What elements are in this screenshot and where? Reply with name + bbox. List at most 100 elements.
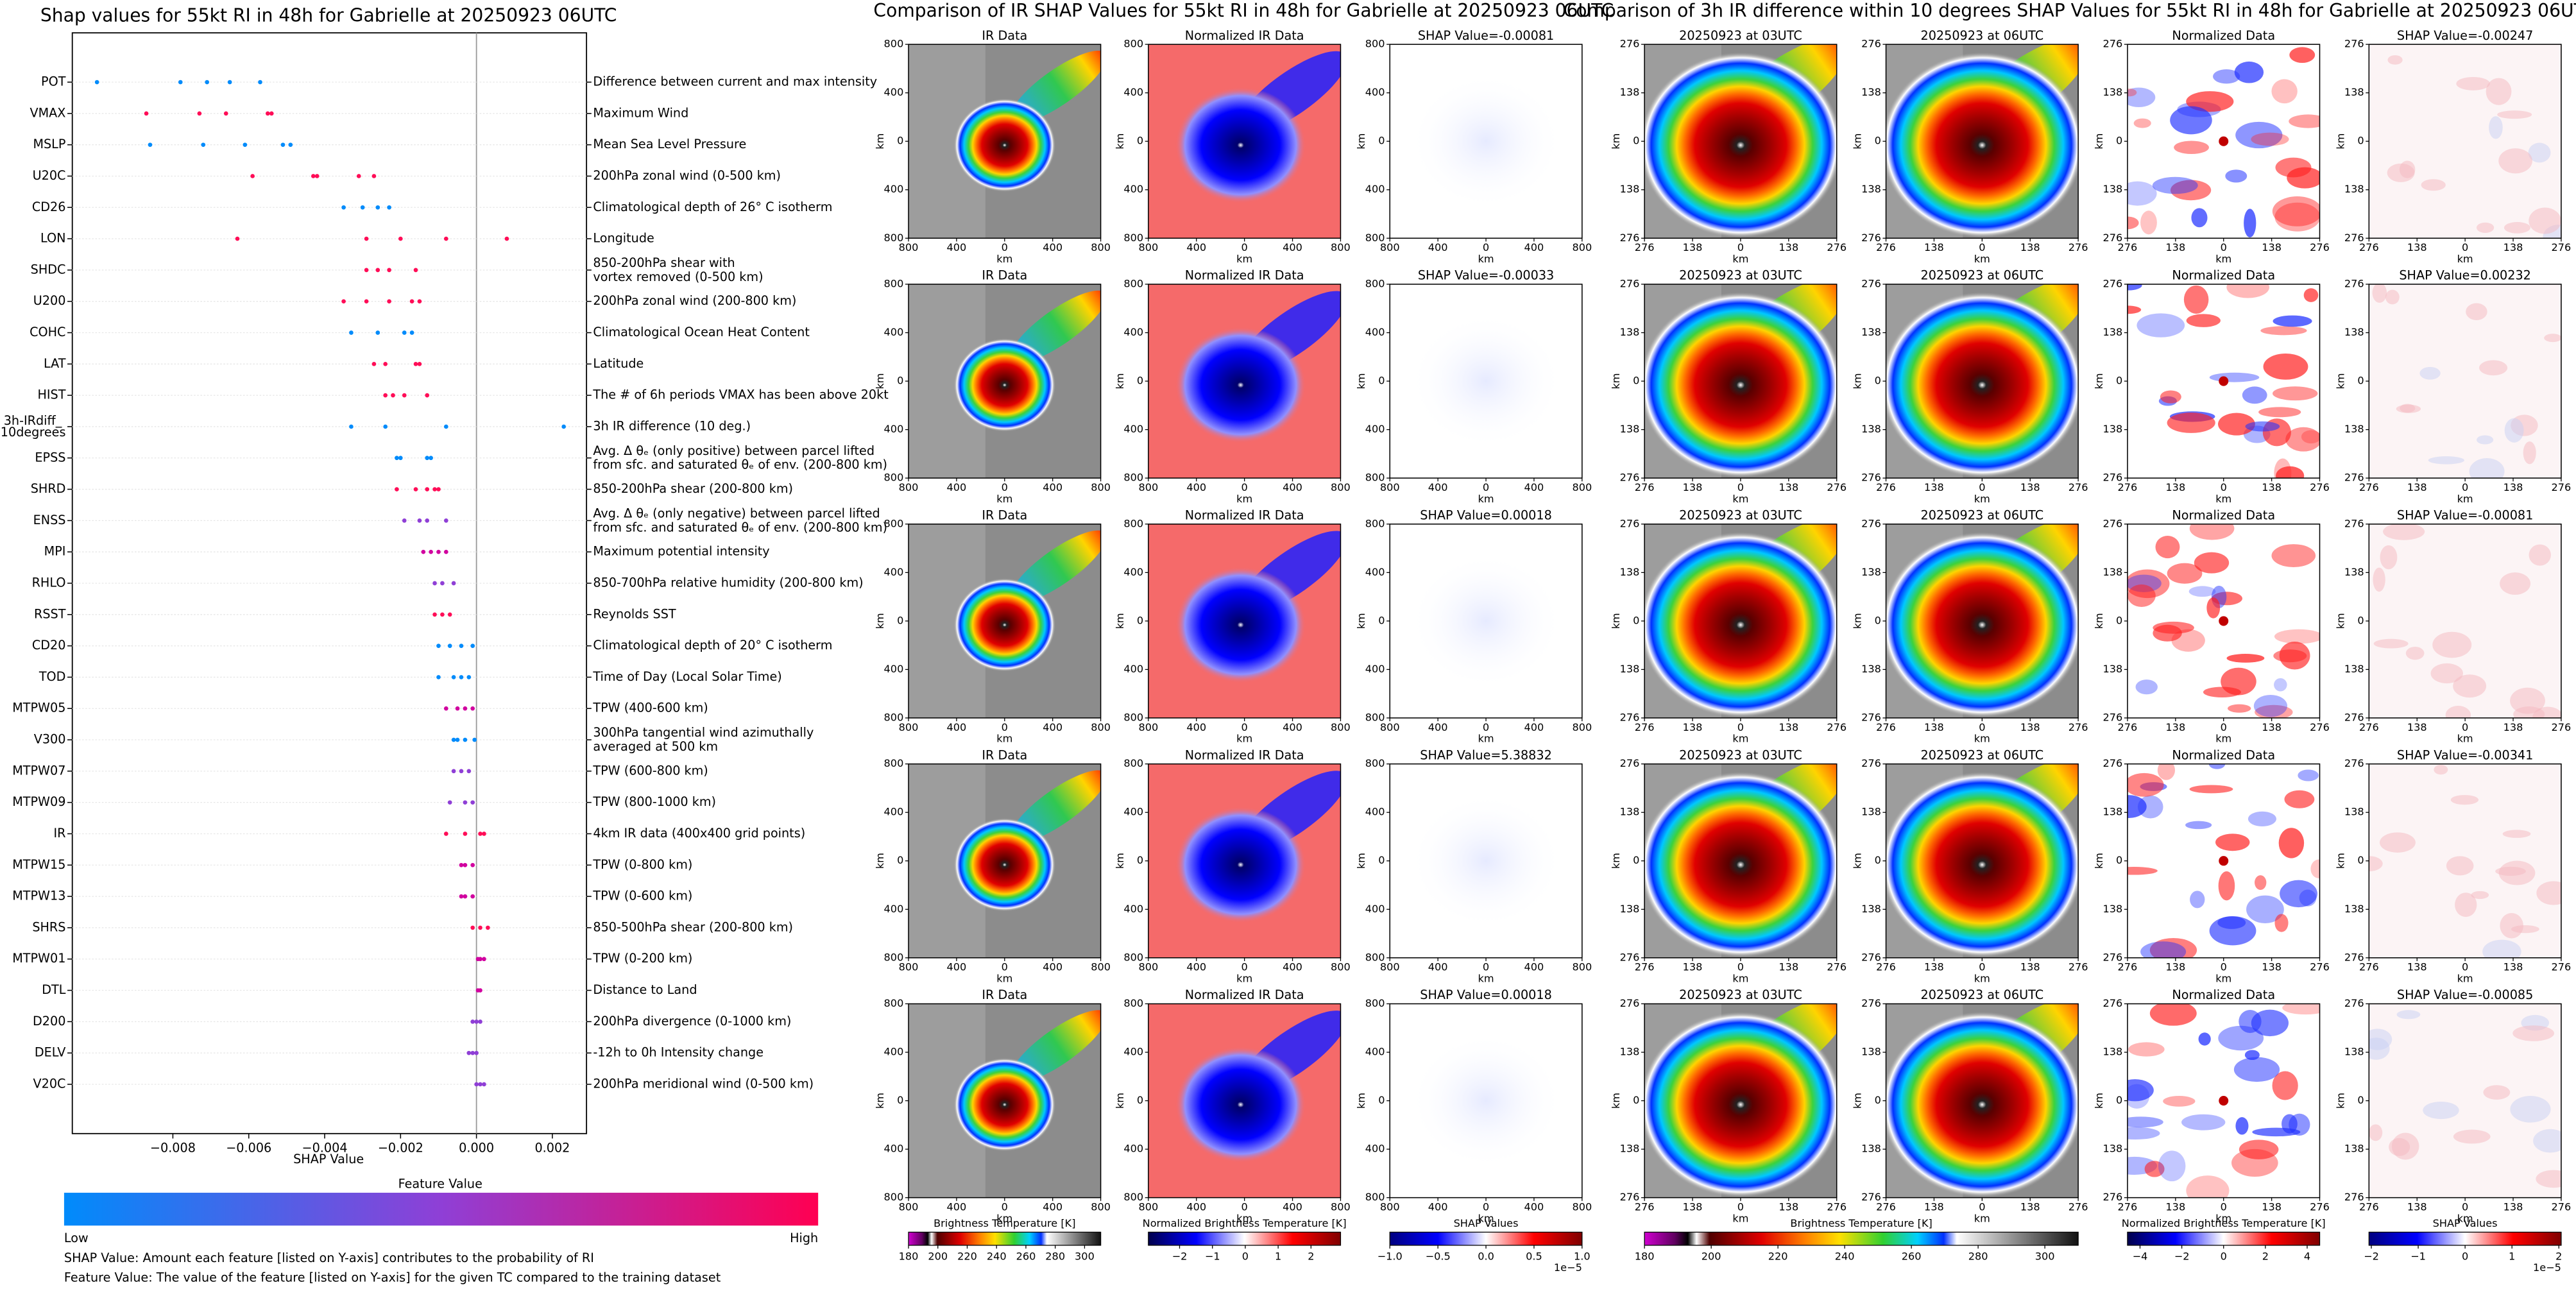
- x-tick-label: 276: [2359, 241, 2379, 253]
- y-tick-label: 276: [1620, 1191, 1640, 1203]
- y-tick-label: 400: [1365, 423, 1385, 435]
- x-tick-label: 400: [1043, 241, 1062, 253]
- noise: [2383, 524, 2425, 540]
- noise: [2303, 288, 2319, 302]
- y-tick-label: 276: [1620, 757, 1640, 769]
- noise: [2127, 181, 2157, 206]
- noise: [2234, 61, 2264, 83]
- y-tick-label: 800: [884, 951, 904, 963]
- x-tick-label: 800: [1572, 241, 1592, 253]
- outflow-band: [1010, 51, 1101, 124]
- colorbar: [1644, 1231, 2079, 1246]
- feature-description: TPW (600-800 km): [592, 763, 708, 778]
- x-tick-label: 0.000: [459, 1140, 494, 1155]
- x-tick-label: 276: [1876, 481, 1896, 493]
- shap-title: Shap values for 55kt RI in 48h for Gabri…: [40, 5, 617, 26]
- x-tick-label: 276: [2552, 721, 2572, 733]
- panel-title: SHAP Value=0.00018: [1420, 508, 1552, 523]
- noise: [2248, 811, 2276, 826]
- dot: [364, 236, 369, 241]
- x-tick-label: 138: [2407, 1200, 2427, 1213]
- noise: [2198, 1032, 2211, 1046]
- y-tick-label: 800: [884, 232, 904, 244]
- noise: [2428, 456, 2464, 465]
- feature-description: Difference between current and max inten…: [593, 74, 877, 89]
- x-axis-label: km: [1974, 1212, 1990, 1224]
- y-tick-label: 138: [2103, 806, 2122, 818]
- y-axis-label: km: [2334, 613, 2346, 629]
- storm: [1644, 292, 1837, 479]
- feature-description: Avg. Δ θₑ (only negative) between parcel…: [593, 506, 887, 534]
- y-tick-label: 400: [884, 183, 904, 195]
- noise: [2215, 833, 2250, 851]
- image-panel: [2127, 284, 2320, 479]
- noise: [2280, 880, 2317, 908]
- dot: [398, 456, 403, 461]
- dot: [463, 832, 468, 836]
- image-panel: [2369, 524, 2561, 718]
- y-axis-label: km: [1610, 373, 1622, 389]
- noise: [2372, 284, 2387, 303]
- noise: [2502, 830, 2531, 838]
- y-axis-label: km: [2334, 1093, 2346, 1109]
- dot: [371, 174, 377, 178]
- image-bg: [2369, 44, 2561, 239]
- dot: [443, 549, 448, 554]
- feature-description: TPW (400-600 km): [592, 701, 708, 715]
- noise: [2235, 1117, 2249, 1135]
- noise: [2282, 1114, 2298, 1134]
- feature-description: Latitude: [593, 356, 644, 371]
- noise: [2469, 458, 2505, 479]
- colorbar-label: Brightness Temperature [K]: [934, 1217, 1075, 1229]
- shap-blob: [1409, 553, 1563, 689]
- x-tick-label: 400: [1428, 961, 1448, 973]
- y-axis-label: km: [1355, 613, 1367, 629]
- dot: [425, 518, 430, 523]
- x-tick-label: 0: [1483, 481, 1489, 493]
- y-axis-label: km: [1114, 613, 1126, 629]
- shap-blob: [1409, 313, 1563, 449]
- dot: [417, 299, 422, 304]
- y-tick-label: 0: [1875, 614, 1881, 626]
- y-tick-label: 138: [2103, 423, 2122, 435]
- noise: [2127, 89, 2137, 97]
- eye: [2219, 376, 2229, 386]
- dot: [474, 1050, 479, 1055]
- y-tick-label: 0: [1137, 614, 1143, 626]
- dot: [432, 612, 437, 617]
- x-tick-label: 138: [2407, 961, 2427, 973]
- noise: [2213, 69, 2240, 84]
- noise: [2500, 912, 2523, 939]
- noise: [2498, 148, 2532, 174]
- y-tick-label: 276: [2344, 997, 2364, 1009]
- dot: [470, 1020, 475, 1024]
- irdiff-title: Comparison of 3h IR difference within 10…: [1564, 0, 2576, 21]
- colorbar-tick-label: 240: [1835, 1250, 1855, 1262]
- dot: [375, 330, 380, 335]
- noise: [2181, 1114, 2226, 1131]
- x-tick-label: 0: [2221, 481, 2227, 493]
- y-tick-label: 0: [1378, 614, 1385, 626]
- y-tick-label: 400: [884, 326, 904, 338]
- y-tick-label: 276: [2103, 711, 2122, 723]
- noise: [2226, 284, 2269, 298]
- noise: [2369, 1037, 2390, 1060]
- y-tick-label: 400: [1365, 1046, 1385, 1058]
- dot: [311, 174, 316, 178]
- x-tick-label: 138: [1778, 1200, 1798, 1213]
- x-axis-label: km: [2215, 253, 2231, 265]
- y-tick-label: 138: [1861, 1143, 1881, 1155]
- y-axis-label: km: [1114, 133, 1126, 149]
- shap-blob: [1409, 792, 1563, 929]
- x-tick-label: 400: [1524, 481, 1544, 493]
- y-axis-label: km: [2334, 133, 2346, 149]
- noise: [2510, 687, 2545, 714]
- feature-description: Mean Sea Level Pressure: [593, 137, 746, 151]
- y-tick-label: 0: [897, 614, 903, 626]
- panel-title: Normalized Data: [2172, 508, 2275, 523]
- noise: [2289, 47, 2316, 63]
- y-tick-label: 0: [1633, 1094, 1639, 1106]
- noise: [2285, 427, 2320, 452]
- colorbar-tick-label: 300: [2035, 1250, 2055, 1262]
- y-tick-label: 138: [2344, 86, 2364, 98]
